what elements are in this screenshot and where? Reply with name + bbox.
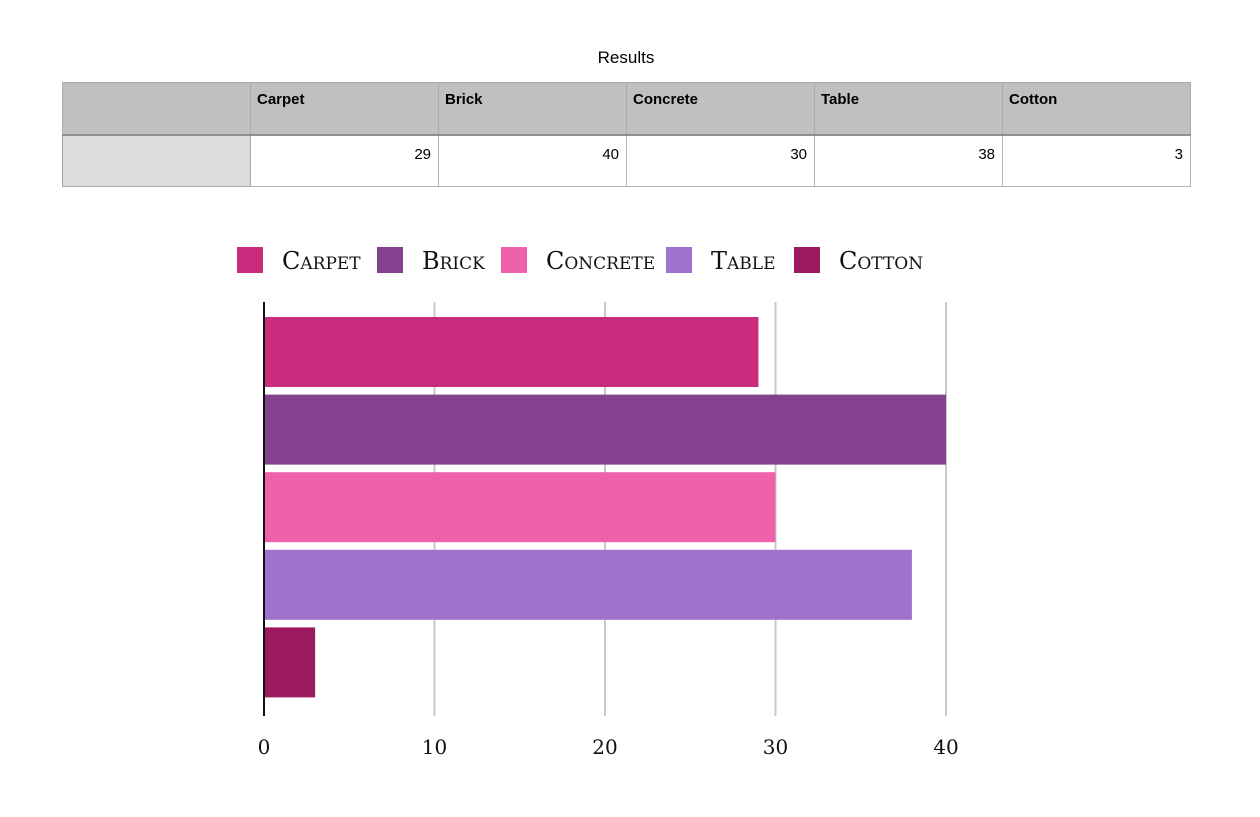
chart-x-axis: 0 10 20 30 40 [258,735,959,759]
legend-label: Table [711,247,775,275]
legend-swatch [377,247,403,273]
x-tick-label: 20 [592,735,617,759]
table-header-cell[interactable] [62,82,251,136]
x-tick-label: 40 [933,735,958,759]
bar-brick[interactable] [264,394,946,465]
table-header-cell[interactable]: Table [814,82,1003,136]
table-header-cell[interactable]: Concrete [626,82,815,136]
results-table: Carpet Brick Concrete Table Cotton 29 40… [62,82,1191,187]
table-header-cell[interactable]: Brick [438,82,627,136]
legend-swatch [501,247,527,273]
legend-swatch [237,247,263,273]
table-row: 29 40 30 38 3 [62,134,1191,187]
legend-label: Cotton [839,247,923,275]
table-header-row: Carpet Brick Concrete Table Cotton [62,82,1191,136]
legend-label: Concrete [546,247,655,275]
bar-table[interactable] [264,549,912,620]
chart-legend: Carpet Brick Concrete Table Cotton [237,247,923,275]
bar-carpet[interactable] [264,317,759,387]
bar-concrete[interactable] [264,472,776,543]
table-cell[interactable]: 29 [250,134,439,187]
table-row-header-cell[interactable] [62,134,251,187]
table-cell[interactable]: 3 [1002,134,1191,187]
x-tick-label: 0 [258,735,271,759]
x-tick-label: 30 [763,735,788,759]
legend-swatch [666,247,692,273]
bar-chart: Carpet Brick Concrete Table Cotton 0 10 20 30 40 [237,247,959,759]
table-cell[interactable]: 40 [438,134,627,187]
table-header-cell[interactable]: Cotton [1002,82,1191,136]
table-cell[interactable]: 38 [814,134,1003,187]
legend-swatch [794,247,820,273]
chart-bars [263,302,946,716]
table-title: Results [597,48,655,67]
x-tick-label: 10 [422,735,447,759]
table-cell[interactable]: 30 [626,134,815,187]
bar-cotton[interactable] [264,627,316,698]
table-header-cell[interactable]: Carpet [250,82,439,136]
legend-label: Brick [422,247,485,275]
legend-label: Carpet [282,247,361,275]
